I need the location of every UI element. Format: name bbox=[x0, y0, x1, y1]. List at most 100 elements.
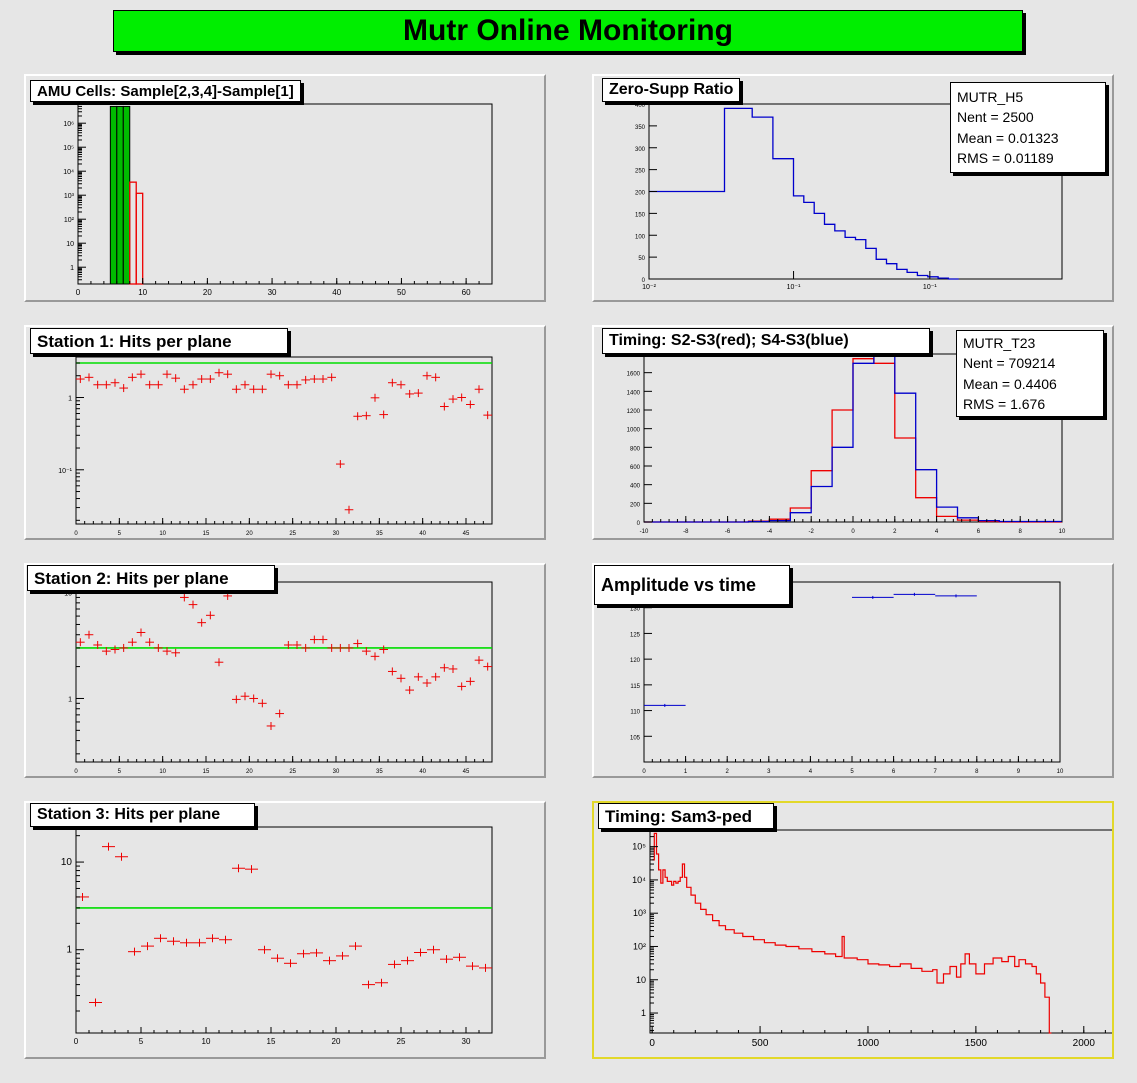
pad-timing2[interactable]: 0 500 1000 1500 2000 1 10 10² 10³ 10⁴ 10⁵ Timing: … bbox=[592, 801, 1114, 1059]
x-tick-label: -4 bbox=[767, 529, 773, 535]
y-tick-label: 600 bbox=[630, 465, 641, 471]
stats-name: MUTR_H5 bbox=[957, 89, 1024, 105]
stats-box: MUTR_T23 Nent = 709214 Mean = 0.4406 RMS… bbox=[956, 330, 1104, 418]
x-tick-label: 8 bbox=[1019, 529, 1023, 535]
x-tick-label: 35 bbox=[376, 769, 383, 775]
chart-st2: 0 5 10 15 20 25 30 35 40 45 1 10 bbox=[64, 581, 493, 775]
x-tick-label: 4 bbox=[935, 529, 939, 535]
x-tick-label: 20 bbox=[246, 531, 253, 537]
x-tick-label: 40 bbox=[419, 531, 426, 537]
x-tick-label: 7 bbox=[934, 769, 938, 775]
x-tick-label: 4 bbox=[809, 769, 813, 775]
chart-timing2: 0 500 1000 1500 2000 1 10 10² 10³ 10⁴ 10⁵ bbox=[632, 829, 1112, 1049]
y-tick-label: 10 bbox=[66, 241, 74, 248]
chart-title: Timing: S2-S3(red); S4-S3(blue) bbox=[602, 328, 930, 354]
x-tick-label: 500 bbox=[752, 1038, 769, 1049]
stats-name: MUTR_T23 bbox=[963, 335, 1036, 351]
x-tick-label: 5 bbox=[118, 531, 122, 537]
x-tick-label: -8 bbox=[683, 529, 689, 535]
x-tick-label: 8 bbox=[975, 769, 979, 775]
y-tick-label: 350 bbox=[635, 125, 646, 131]
x-tick-label: 1000 bbox=[857, 1038, 880, 1049]
y-tick-label: 10³ bbox=[633, 908, 646, 918]
chart-title: Zero-Supp Ratio bbox=[602, 78, 741, 102]
x-tick-label: 0 bbox=[642, 769, 646, 775]
pad-timing1[interactable]: -10 -8 -6 -4 -2 0 2 4 6 8 10 0 200 400 600 800 1000 1200 1… bbox=[592, 325, 1114, 540]
y-tick-label: 105 bbox=[630, 735, 641, 741]
pad-amu[interactable]: 0 10 20 30 40 50 60 1 10 10² 10³ 10⁴ 10⁵ 10⁶ AMU Cell… bbox=[24, 74, 546, 302]
x-tick-label: 10 bbox=[138, 288, 147, 297]
x-tick-label: 6 bbox=[892, 769, 896, 775]
y-tick-label: 0 bbox=[637, 521, 641, 527]
plot-frame bbox=[75, 581, 493, 763]
y-tick-label: 115 bbox=[630, 684, 640, 690]
chart-amu: 0 10 20 30 40 50 60 1 10 10² 10³ 10⁴ 10⁵ 10⁶ bbox=[63, 103, 493, 297]
x-tick-label: 0 bbox=[76, 288, 81, 297]
histogram-bar bbox=[116, 105, 124, 285]
x-tick-label: 10 bbox=[1057, 769, 1064, 775]
stats-mean: Mean = 0.01323 bbox=[957, 129, 1059, 146]
plot-frame bbox=[75, 356, 493, 525]
plot-frame bbox=[77, 103, 493, 285]
histogram-bar bbox=[135, 192, 144, 285]
x-tick-label: 10 bbox=[1059, 529, 1066, 535]
chart-amp: 0 1 2 3 4 5 6 7 8 9 10 105 110 115 120 125 130 bbox=[630, 581, 1064, 775]
stats-entries: Nent = 2500 bbox=[957, 109, 1034, 126]
histogram-bar bbox=[109, 105, 118, 285]
x-tick-label: 15 bbox=[203, 531, 210, 537]
pad-st3[interactable]: 0 5 10 15 20 25 30 1 10 Station 3: Hits per plan… bbox=[24, 801, 546, 1059]
y-tick-label: 10² bbox=[633, 941, 646, 951]
x-tick-label: 45 bbox=[463, 769, 470, 775]
y-tick-label: 10⁵ bbox=[63, 145, 74, 152]
y-tick-label: 110 bbox=[630, 710, 640, 716]
x-tick-label: 0 bbox=[851, 529, 855, 535]
y-tick-label: 0 bbox=[642, 278, 646, 284]
y-tick-label: 400 bbox=[635, 103, 646, 109]
x-tick-label: 40 bbox=[332, 288, 341, 297]
pad-zero-supp[interactable]: 0 50 100 150 200 250 300 350 400 10⁻² 10⁻¹ 10⁻¹ Zer… bbox=[592, 74, 1114, 302]
x-tick-label: 20 bbox=[203, 288, 212, 297]
chart-st3: 0 5 10 15 20 25 30 1 10 bbox=[61, 826, 493, 1046]
y-tick-label: 1 bbox=[68, 696, 72, 703]
y-tick-label: 300 bbox=[635, 147, 646, 153]
y-tick-label: 10⁵ bbox=[632, 842, 646, 852]
x-tick-label: 9 bbox=[1017, 769, 1021, 775]
y-tick-label: 10³ bbox=[64, 193, 75, 200]
x-tick-label: 20 bbox=[332, 1037, 341, 1046]
x-tick-label: 2000 bbox=[1073, 1038, 1096, 1049]
x-tick-label: 2 bbox=[893, 529, 897, 535]
x-tick-label: 10⁻¹ bbox=[923, 284, 937, 291]
y-tick-label: 10 bbox=[636, 975, 646, 985]
y-tick-label: 1 bbox=[68, 395, 72, 402]
stats-box: MUTR_H5 Nent = 2500 Mean = 0.01323 RMS =… bbox=[950, 82, 1106, 174]
pad-st2[interactable]: 0 5 10 15 20 25 30 35 40 45 1 10 Station 2: Hits pe… bbox=[24, 563, 546, 778]
x-tick-label: 30 bbox=[333, 769, 340, 775]
x-tick-label: 10 bbox=[159, 531, 166, 537]
chart-st1: 0 5 10 15 20 25 30 35 40 45 10⁻¹ 1 bbox=[58, 356, 493, 537]
x-tick-label: 50 bbox=[397, 288, 406, 297]
pad-amp[interactable]: 0 1 2 3 4 5 6 7 8 9 10 105 110 115 120 125 130 Amplitude… bbox=[592, 563, 1114, 778]
histogram-line bbox=[649, 107, 959, 280]
x-tick-label: 25 bbox=[397, 1037, 406, 1046]
plot-frame bbox=[643, 581, 1061, 763]
y-tick-label: 50 bbox=[638, 256, 645, 262]
x-tick-label: 1500 bbox=[965, 1038, 988, 1049]
y-tick-label: 800 bbox=[630, 446, 641, 452]
x-tick-label: 3 bbox=[767, 769, 771, 775]
y-tick-label: 10⁶ bbox=[63, 121, 74, 128]
histogram-line bbox=[644, 355, 1062, 523]
chart-title: Station 1: Hits per plane bbox=[30, 328, 288, 354]
plot-frame bbox=[75, 826, 493, 1034]
x-tick-label: 10 bbox=[159, 769, 166, 775]
y-tick-label: 10⁴ bbox=[632, 875, 646, 885]
x-tick-label: 15 bbox=[203, 769, 210, 775]
x-tick-label: 10⁻¹ bbox=[787, 284, 801, 291]
y-tick-label: 130 bbox=[630, 607, 641, 613]
x-tick-label: 45 bbox=[463, 531, 470, 537]
chart-title: Timing: Sam3-ped bbox=[598, 803, 774, 829]
pad-st1[interactable]: 0 5 10 15 20 25 30 35 40 45 10⁻¹ 1 Station 1: Hits … bbox=[24, 325, 546, 540]
chart-title: Amplitude vs time bbox=[594, 565, 790, 605]
x-tick-label: 0 bbox=[74, 769, 78, 775]
x-tick-label: 5 bbox=[850, 769, 854, 775]
x-tick-label: 60 bbox=[462, 288, 471, 297]
